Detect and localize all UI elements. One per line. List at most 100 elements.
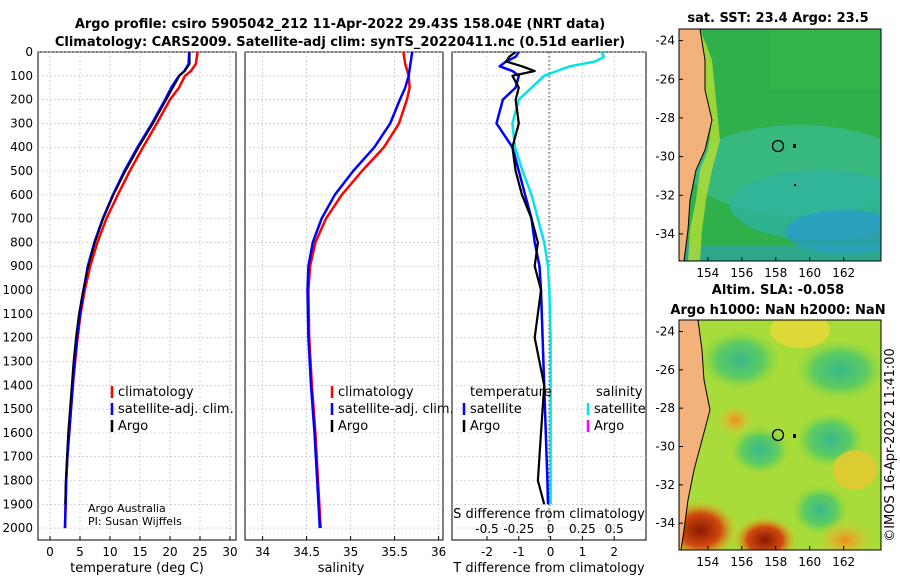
map-x-tick-label: 158	[764, 555, 787, 569]
depth-tick-label: 1300	[2, 354, 33, 368]
x-tick-label: 34	[255, 545, 270, 559]
figure-title-line2: Climatology: CARS2009. Satellite-adj cli…	[55, 35, 625, 50]
depth-tick-label: 500	[10, 164, 33, 178]
legend-temp-satellite-label: satellite	[470, 402, 522, 417]
series-satellite-adj-clim	[306, 51, 414, 529]
sst-dot	[794, 184, 796, 186]
difference-panel: -2 -1 0 1 2 -0.5 -0.25 0 0.25 0.5 S difference f…	[451, 51, 647, 576]
temperature-grid	[38, 51, 236, 540]
legend-climatology-label: climatology	[118, 385, 194, 400]
series-temperature-argo	[505, 51, 546, 505]
x-tick-label: 10	[102, 545, 117, 559]
map-y-tick-label: -24	[655, 34, 675, 48]
legend-temp-argo-label: Argo	[470, 419, 500, 434]
map-y-tick-label: -32	[655, 478, 675, 492]
series-temperature-satellite	[495, 51, 550, 505]
map-y-tick-label: -24	[655, 325, 675, 339]
map-x-tick-label: 156	[730, 555, 753, 569]
sst-coastal-band	[688, 29, 720, 261]
depth-tick-label: 1000	[2, 283, 33, 297]
map-y-tick-label: -30	[655, 150, 675, 164]
map-x-tick-label: 162	[832, 555, 855, 569]
salinity-lines	[306, 51, 414, 529]
difference-grid	[452, 51, 646, 540]
x-tick-label: 0	[547, 545, 555, 559]
difference-xticks-salinity: -0.5 -0.25 0 0.25 0.5	[475, 522, 623, 536]
temperature-lines	[63, 51, 199, 529]
x-tick-label: 2	[610, 545, 618, 559]
salinity-diff-label: S difference from climatology	[453, 507, 645, 522]
depth-tick-label: 1900	[2, 497, 33, 511]
depth-tick-label: 700	[10, 212, 33, 226]
legend-sal-argo-label: Argo	[594, 419, 624, 434]
s-diff-tick-label: -0.25	[503, 522, 534, 536]
map-y-tick-label: -28	[655, 401, 675, 415]
series-salinity-satellite	[511, 51, 606, 505]
sst-map-yticks: -24 -26 -28 -30 -32 -34	[655, 34, 683, 241]
map-y-tick-label: -26	[655, 363, 675, 377]
x-tick-label: 35.5	[381, 545, 408, 559]
map-y-tick-label: -28	[655, 111, 675, 125]
x-tick-label: 34.5	[293, 545, 320, 559]
depth-tick-label: 600	[10, 188, 33, 202]
x-tick-label: 36	[431, 545, 446, 559]
figure-title-line1: Argo profile: csiro 5905042_212 11-Apr-2…	[75, 17, 605, 32]
s-diff-tick-label: 0	[547, 522, 555, 536]
map-x-tick-label: 160	[798, 555, 821, 569]
map-y-tick-label: -30	[655, 440, 675, 454]
map-y-tick-label: -34	[655, 516, 675, 530]
sst-map: sat. SST: 23.4 Argo: 23.5 154 156 158 160 16…	[655, 11, 882, 280]
map-x-tick-label: 162	[832, 266, 855, 280]
x-tick-label: 20	[162, 545, 177, 559]
map-y-tick-label: -26	[655, 72, 675, 86]
legend-satellite-label: satellite-adj. clim.	[118, 402, 234, 417]
depth-tick-label: 300	[10, 116, 33, 130]
sst-map-frame	[678, 28, 882, 262]
s-diff-tick-label: 0.5	[605, 522, 624, 536]
sla-coastline	[680, 320, 711, 550]
s-diff-tick-label: 0.25	[569, 522, 596, 536]
temperature-diff-label: T difference from climatology	[452, 561, 645, 576]
map-x-tick-label: 156	[730, 266, 753, 280]
map-y-tick-label: -34	[655, 227, 675, 241]
sst-land	[679, 29, 712, 261]
x-tick-label: 1	[579, 545, 587, 559]
salinity-grid	[245, 51, 443, 540]
map-x-tick-label: 158	[764, 266, 787, 280]
sla-map-title: Altim. SLA: -0.058	[712, 283, 844, 298]
legend-argo-label: Argo	[338, 419, 368, 434]
legend-climatology-label: climatology	[338, 385, 414, 400]
depth-tick-label: 1100	[2, 307, 33, 321]
sla-map-xticks: 154 156 158 160 162	[696, 546, 855, 569]
salinity-axes	[244, 51, 444, 541]
x-tick-label: 25	[192, 545, 207, 559]
x-tick-label: 30	[222, 545, 237, 559]
legend-temperature-title: temperature	[470, 385, 552, 400]
salinity-xticks: 34 34.5 35 35.5 36	[255, 536, 446, 559]
depth-tick-label: 1700	[2, 450, 33, 464]
x-tick-label: -1	[513, 545, 525, 559]
sla-map-yticks: -24 -26 -28 -30 -32 -34	[655, 325, 683, 530]
difference-xticks: -2 -1 0 1 2	[481, 536, 618, 559]
salinity-xlabel: salinity	[318, 561, 365, 576]
sla-dot	[793, 434, 796, 438]
difference-legend: temperature satellite Argo salinity sate…	[462, 385, 646, 434]
depth-tick-label: 0	[25, 45, 33, 59]
depth-tick-label: 900	[10, 259, 33, 273]
credit-org: Argo Australia	[88, 502, 166, 515]
sst-profile-marker	[771, 139, 785, 153]
temperature-xlabel: temperature (deg C)	[70, 561, 204, 576]
x-tick-label: 5	[76, 545, 84, 559]
x-tick-label: 35	[343, 545, 358, 559]
depth-tick-label: 1600	[2, 426, 33, 440]
temperature-panel: 0 5 10 15 20 25 30 0 100 200 300 400 500 600 700 800 90…	[2, 45, 237, 576]
legend-salinity-title: salinity	[596, 385, 643, 400]
salinity-legend: climatology satellite-adj. clim. Argo	[330, 385, 454, 434]
series-argo	[64, 52, 191, 505]
difference-lines	[495, 51, 606, 505]
depth-tick-label: 400	[10, 140, 33, 154]
depth-ticks: 0 100 200 300 400 500 600 700 800 900 1000 1100 1200…	[2, 45, 33, 535]
temperature-xticks: 0 5 10 15 20 25 30	[46, 536, 238, 559]
map-x-tick-label: 160	[798, 266, 821, 280]
